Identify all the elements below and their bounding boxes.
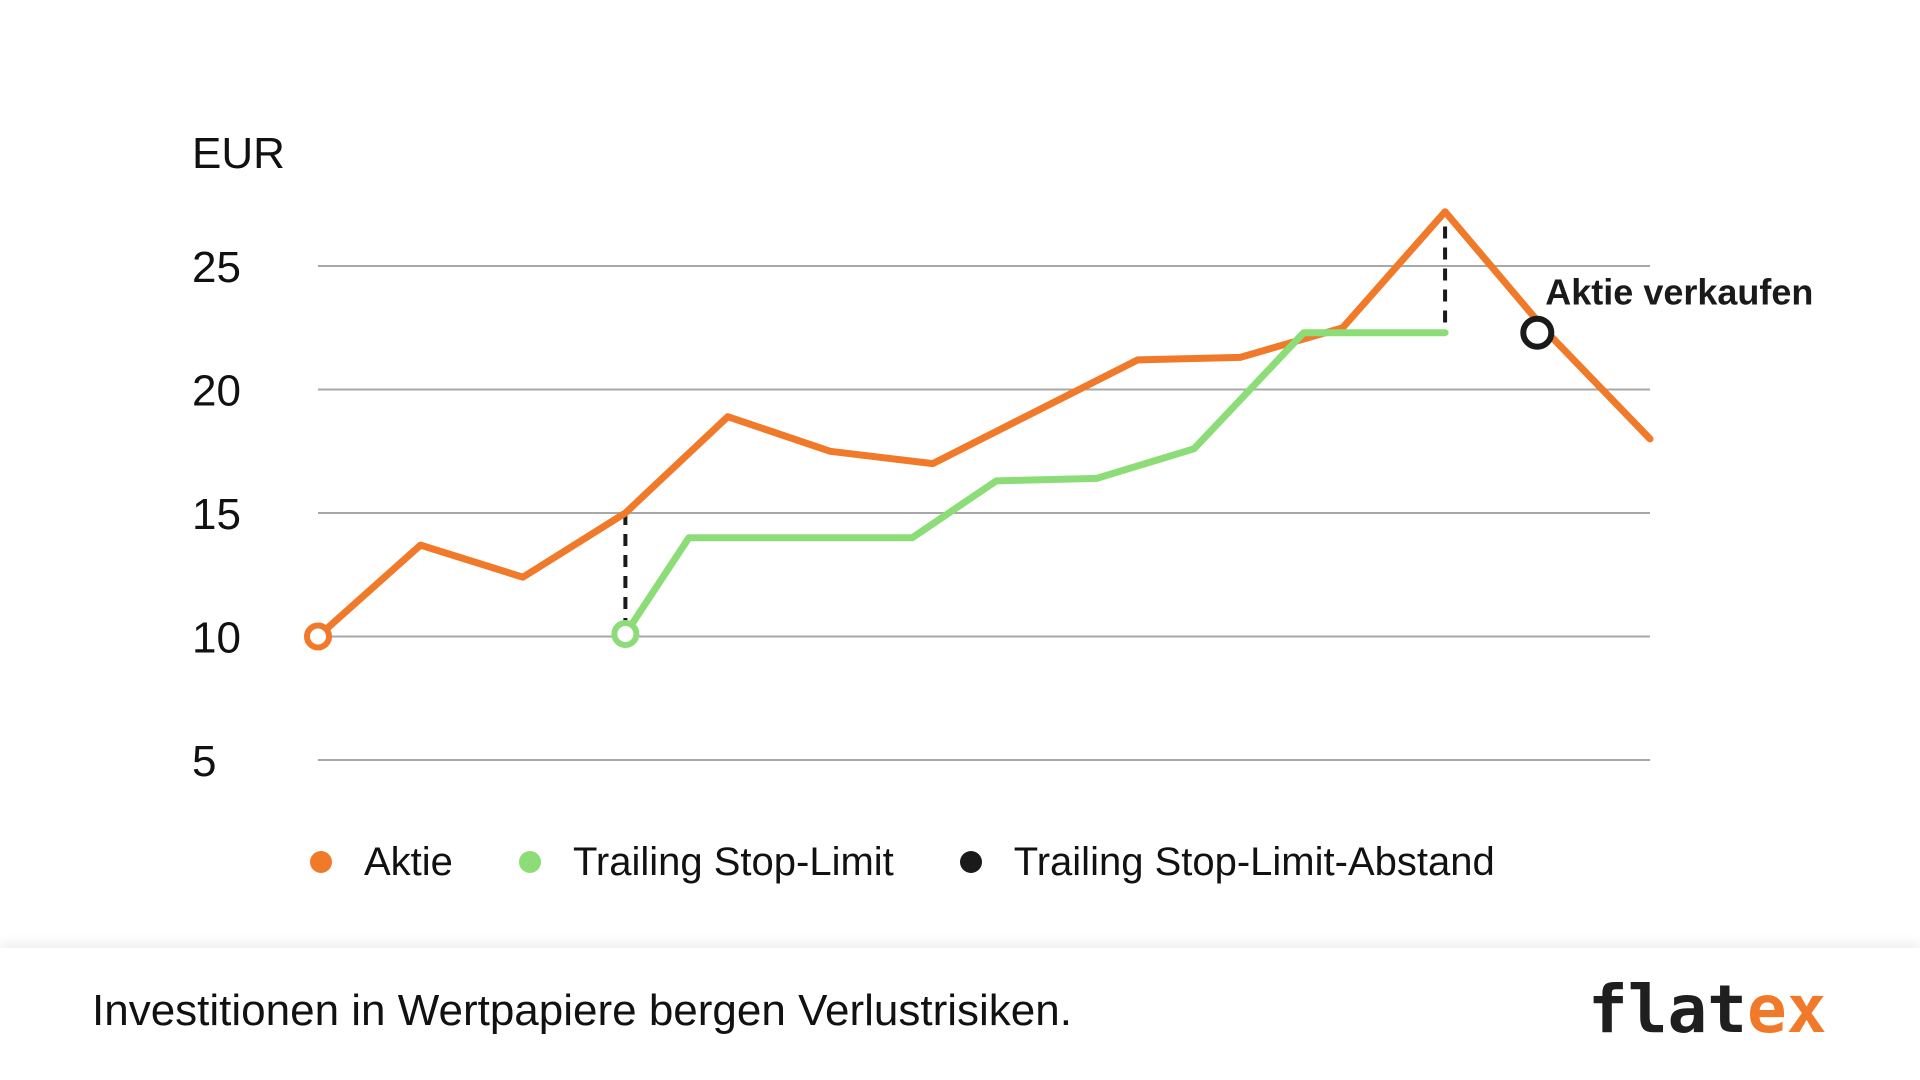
logo-text-accent: ex [1747,971,1826,1048]
legend-item-trailing-stop-limit-abstand: Trailing Stop-Limit-Abstand [959,839,1495,885]
y-tick-label-10: 10 [192,614,241,663]
legend-swatch-aktie [310,851,332,873]
flatex-logo: flatex [1588,971,1826,1048]
logo-text-main: flat [1588,971,1747,1048]
legend-swatch-trailing-stop-limit [518,851,541,873]
y-tick-label-15: 15 [192,490,241,539]
legend-label-trailing-stop-limit: Trailing Stop-Limit [572,839,894,884]
gap-indicators [623,226,1448,630]
legend-label-trailing-stop-limit-abstand: Trailing Stop-Limit-Abstand [1013,839,1495,884]
y-tick-label-25: 25 [192,243,241,292]
legend-item-aktie: Aktie [310,840,453,885]
series-markers [304,315,1555,651]
legend: Aktie Trailing Stop-Limit Trailing Stop-… [310,832,1561,892]
marker-trailing-stop-limit [611,620,640,649]
legend-label-aktie: Aktie [364,839,453,884]
annotation-label-0: Aktie verkaufen [1545,272,1813,313]
series-line-aktie [314,208,1654,640]
y-tick-label-20: 20 [192,367,241,416]
grid-lines [318,265,1650,761]
svg-text:flatex: flatex [1588,971,1826,1048]
y-tick-label-5: 5 [192,737,216,786]
footer-bar: Investitionen in Wertpapiere bergen Verl… [0,948,1920,1080]
series-line-trailing-stop-limit [621,329,1449,638]
series-lines [314,208,1654,640]
marker-aktie [304,622,332,651]
y-axis-title: EUR [192,129,285,178]
risk-disclaimer: Investitionen in Wertpapiere bergen Verl… [92,986,1072,1035]
line-chart: EUR 25 20 15 10 5 Aktie verkaufen [192,129,1813,786]
marker-trailing-stop-limit-abstand [1520,315,1555,350]
y-tick-labels: 25 20 15 10 5 [192,243,241,786]
legend-swatch-trailing-stop-limit-abstand [959,851,982,873]
legend-item-trailing-stop-limit: Trailing Stop-Limit [518,839,894,885]
annotations: Aktie verkaufen [1545,272,1813,313]
